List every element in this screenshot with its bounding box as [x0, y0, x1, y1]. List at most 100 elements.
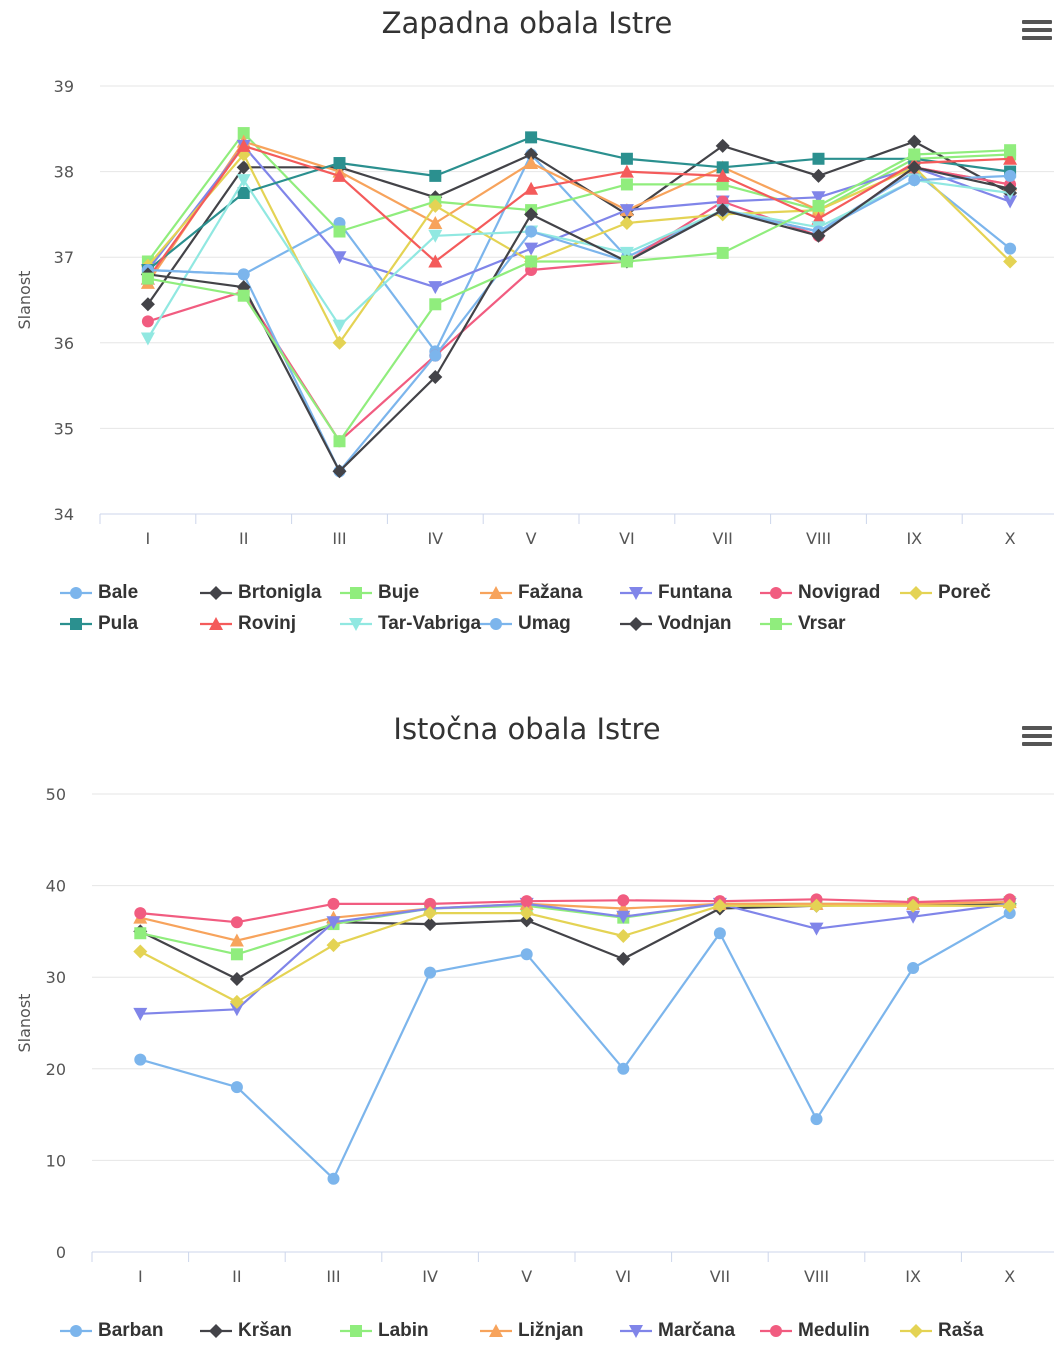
data-point[interactable]	[619, 215, 634, 230]
data-point[interactable]	[812, 152, 825, 165]
hamburger-menu-icon[interactable]	[1022, 726, 1052, 750]
data-point[interactable]	[525, 255, 538, 268]
legend-item[interactable]: Buje	[340, 578, 419, 608]
data-point[interactable]	[428, 370, 443, 385]
data-point[interactable]	[332, 251, 347, 265]
data-point[interactable]	[712, 898, 727, 913]
data-point[interactable]	[524, 147, 539, 162]
data-point[interactable]	[230, 1081, 243, 1094]
hamburger-menu-icon[interactable]	[1022, 20, 1052, 44]
data-point[interactable]	[716, 161, 729, 174]
data-point[interactable]	[237, 127, 250, 140]
data-point[interactable]	[908, 148, 921, 161]
data-point[interactable]	[1004, 242, 1017, 255]
data-point[interactable]	[620, 178, 633, 191]
data-point[interactable]	[326, 938, 341, 953]
data-point[interactable]	[519, 913, 534, 928]
data-point[interactable]	[716, 246, 729, 259]
data-point[interactable]	[327, 897, 340, 910]
data-point[interactable]	[1003, 254, 1018, 269]
data-point[interactable]	[332, 168, 347, 182]
data-point[interactable]	[134, 1053, 147, 1066]
data-point[interactable]	[1004, 144, 1017, 157]
data-point[interactable]	[133, 1007, 148, 1021]
data-point[interactable]	[617, 1062, 630, 1075]
data-point[interactable]	[237, 268, 250, 281]
data-point[interactable]	[908, 174, 921, 187]
data-point[interactable]	[715, 138, 730, 153]
data-point[interactable]	[811, 191, 826, 205]
legend-item[interactable]: Raša	[900, 1316, 983, 1346]
data-point[interactable]	[713, 927, 726, 940]
data-point[interactable]	[429, 298, 442, 311]
data-point[interactable]	[229, 994, 244, 1009]
legend-item[interactable]: Pula	[60, 609, 138, 639]
legend-item[interactable]: Medulin	[760, 1316, 870, 1346]
data-point[interactable]	[811, 168, 826, 183]
data-point[interactable]	[229, 1003, 244, 1017]
data-point[interactable]	[429, 349, 442, 362]
legend-item[interactable]: Labin	[340, 1316, 429, 1346]
data-point[interactable]	[907, 962, 920, 975]
data-point[interactable]	[620, 152, 633, 165]
data-point[interactable]	[237, 187, 250, 199]
data-point[interactable]	[1003, 151, 1018, 165]
legend-item[interactable]: Bale	[60, 578, 138, 608]
data-point[interactable]	[907, 160, 922, 175]
data-point[interactable]	[134, 927, 147, 940]
data-point[interactable]	[236, 160, 251, 175]
data-point[interactable]	[1003, 907, 1016, 920]
data-point[interactable]	[809, 922, 824, 936]
data-point[interactable]	[1003, 195, 1018, 209]
data-point[interactable]	[332, 464, 347, 479]
data-point[interactable]	[616, 951, 631, 966]
data-point[interactable]	[141, 315, 154, 328]
data-point[interactable]	[333, 435, 346, 448]
legend-item[interactable]: Marčana	[620, 1316, 735, 1346]
legend-item[interactable]: Rovinj	[200, 609, 296, 639]
data-point[interactable]	[524, 181, 539, 195]
data-point[interactable]	[229, 972, 244, 987]
data-point[interactable]	[230, 948, 243, 961]
data-point[interactable]	[809, 898, 824, 913]
data-point[interactable]	[333, 225, 346, 238]
data-point[interactable]	[423, 906, 438, 921]
legend-item[interactable]: Ližnjan	[480, 1316, 583, 1346]
data-point[interactable]	[810, 1113, 823, 1126]
data-point[interactable]	[715, 203, 730, 218]
data-point[interactable]	[906, 898, 921, 913]
legend-item[interactable]: Funtana	[620, 578, 732, 608]
data-point[interactable]	[141, 272, 154, 285]
data-point[interactable]	[229, 933, 244, 947]
data-point[interactable]	[1004, 169, 1017, 182]
legend-item[interactable]: Vrsar	[760, 609, 846, 639]
data-point[interactable]	[236, 174, 251, 188]
data-point[interactable]	[133, 944, 148, 959]
data-point[interactable]	[616, 910, 631, 924]
data-point[interactable]	[907, 134, 922, 149]
data-point[interactable]	[333, 157, 346, 170]
data-point[interactable]	[428, 254, 443, 268]
data-point[interactable]	[327, 1172, 340, 1185]
data-point[interactable]	[326, 916, 341, 930]
data-point[interactable]	[906, 910, 921, 924]
legend-item[interactable]: Vodnjan	[620, 609, 732, 639]
legend-item[interactable]: Brtonigla	[200, 578, 321, 608]
data-point[interactable]	[520, 948, 533, 961]
legend-item[interactable]: Fažana	[480, 578, 582, 608]
data-point[interactable]	[620, 255, 633, 268]
data-point[interactable]	[1002, 898, 1017, 913]
data-point[interactable]	[812, 199, 825, 212]
data-point[interactable]	[428, 198, 443, 213]
data-point[interactable]	[134, 907, 147, 920]
data-point[interactable]	[617, 894, 630, 907]
data-point[interactable]	[140, 332, 155, 346]
data-point[interactable]	[524, 207, 539, 222]
data-point[interactable]	[236, 138, 251, 152]
data-point[interactable]	[525, 225, 538, 238]
data-point[interactable]	[519, 906, 534, 921]
data-point[interactable]	[524, 242, 539, 256]
data-point[interactable]	[520, 895, 533, 908]
data-point[interactable]	[424, 966, 437, 979]
data-point[interactable]	[429, 169, 442, 182]
